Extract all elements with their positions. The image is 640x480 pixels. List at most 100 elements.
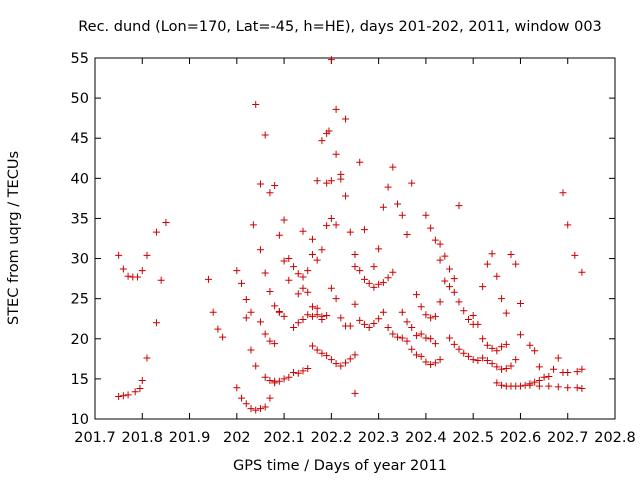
- data-point: [304, 288, 312, 296]
- data-point: [554, 354, 562, 362]
- data-point: [450, 340, 458, 348]
- data-point: [249, 221, 257, 229]
- data-point: [323, 312, 331, 320]
- data-point: [384, 324, 392, 332]
- data-point: [512, 356, 520, 364]
- data-point: [403, 318, 411, 326]
- data-point: [313, 311, 321, 319]
- data-point: [502, 364, 510, 372]
- data-point: [356, 316, 364, 324]
- data-point: [346, 355, 354, 363]
- data-point: [299, 284, 307, 292]
- data-point: [564, 384, 572, 392]
- data-point: [280, 375, 288, 383]
- data-point: [299, 367, 307, 375]
- data-point: [493, 272, 501, 280]
- data-point: [356, 267, 364, 275]
- data-point: [526, 381, 534, 389]
- data-point: [256, 318, 264, 326]
- data-point: [242, 314, 250, 322]
- data-point: [516, 299, 524, 307]
- data-point: [332, 105, 340, 113]
- data-point: [408, 179, 416, 187]
- data-point: [318, 316, 326, 324]
- data-point: [535, 363, 543, 371]
- data-point: [238, 394, 246, 402]
- data-point: [346, 322, 354, 330]
- data-point: [502, 309, 510, 317]
- data-point: [271, 302, 279, 310]
- data-point: [261, 269, 269, 277]
- data-point: [261, 330, 269, 338]
- data-point: [327, 56, 335, 64]
- data-point: [488, 250, 496, 258]
- data-point: [450, 288, 458, 296]
- data-point: [483, 341, 491, 349]
- data-point: [308, 303, 316, 311]
- data-point: [446, 334, 454, 342]
- data-point: [351, 263, 359, 271]
- data-point: [266, 376, 274, 384]
- data-point: [266, 287, 274, 295]
- data-point: [252, 101, 260, 109]
- data-point: [427, 360, 435, 368]
- data-point: [233, 267, 241, 275]
- data-point: [327, 214, 335, 222]
- data-point: [351, 300, 359, 308]
- data-point: [531, 347, 539, 355]
- data-point: [337, 362, 345, 370]
- data-point: [493, 379, 501, 387]
- data-point: [507, 362, 515, 370]
- data-point: [559, 189, 567, 197]
- data-point: [365, 279, 373, 287]
- data-point: [455, 345, 463, 353]
- data-point: [479, 283, 487, 291]
- data-point: [384, 183, 392, 191]
- data-point: [275, 377, 283, 385]
- data-point: [143, 251, 151, 259]
- data-point: [342, 115, 350, 123]
- data-point: [379, 308, 387, 316]
- data-point: [535, 382, 543, 390]
- x-tick-label: 202.3: [358, 430, 400, 446]
- data-point: [422, 311, 430, 319]
- data-point: [136, 385, 144, 393]
- data-point: [351, 389, 359, 397]
- data-point: [323, 179, 331, 187]
- data-point: [299, 273, 307, 281]
- data-point: [412, 351, 420, 359]
- data-point: [313, 346, 321, 354]
- data-point: [242, 400, 250, 408]
- data-point: [285, 255, 293, 263]
- data-point: [266, 394, 274, 402]
- data-point: [498, 295, 506, 303]
- y-axis: 10 15 20 25 30 35 40 45 50 55: [71, 51, 615, 428]
- data-point: [394, 333, 402, 341]
- data-point: [252, 406, 260, 414]
- data-point: [360, 226, 368, 234]
- y-tick-label: 35: [71, 211, 89, 227]
- data-point: [325, 127, 333, 135]
- y-tick-label: 45: [71, 131, 89, 147]
- data-point: [431, 312, 439, 320]
- data-point: [138, 267, 146, 275]
- data-point: [323, 352, 331, 360]
- plot-frame: [94, 57, 616, 420]
- data-point: [469, 312, 477, 320]
- data-point: [422, 358, 430, 366]
- data-point: [318, 246, 326, 254]
- y-tick-label: 55: [71, 51, 89, 67]
- data-point: [464, 352, 472, 360]
- data-point: [436, 256, 444, 264]
- data-point: [389, 330, 397, 338]
- data-point: [564, 368, 572, 376]
- y-axis-label: STEC from uqrg / TECUs: [6, 151, 22, 325]
- data-point: [131, 388, 139, 396]
- data-point: [502, 340, 510, 348]
- data-point: [375, 245, 383, 253]
- y-tick-label: 30: [71, 252, 89, 268]
- data-point: [493, 363, 501, 371]
- data-point: [455, 202, 463, 210]
- data-point: [318, 349, 326, 357]
